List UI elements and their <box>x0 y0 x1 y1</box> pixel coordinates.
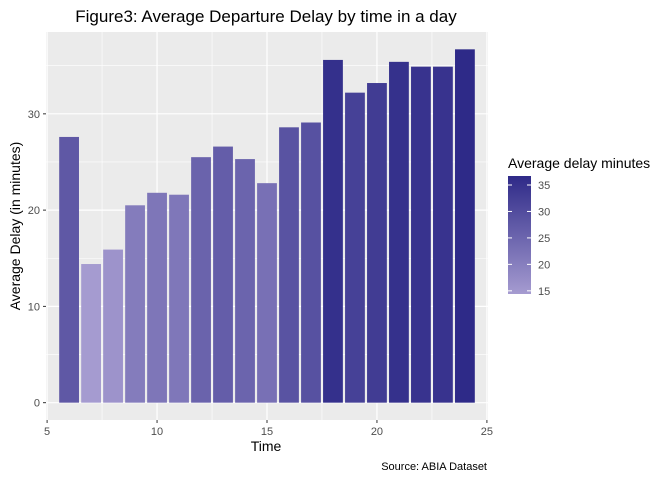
bar <box>345 92 365 403</box>
legend-tick-label: 20 <box>538 259 550 271</box>
bar <box>301 122 321 403</box>
bar <box>191 157 211 403</box>
x-tick-label: 20 <box>371 426 383 438</box>
x-tick-label: 15 <box>261 426 273 438</box>
bar <box>169 194 189 403</box>
legend-tick-label: 25 <box>538 233 550 245</box>
y-tick-label: 10 <box>28 301 40 313</box>
bar <box>213 146 233 403</box>
y-tick-label: 20 <box>28 205 40 217</box>
x-tick-label: 5 <box>44 426 50 438</box>
y-tick-label: 0 <box>34 398 40 410</box>
bar <box>279 127 299 403</box>
bar <box>235 159 255 403</box>
bars <box>59 49 475 403</box>
bar <box>125 205 145 403</box>
legend-tick-label: 35 <box>538 180 550 192</box>
bar <box>103 249 123 403</box>
bar <box>411 66 431 403</box>
bar <box>455 49 475 403</box>
axes: 0 10 20 30 5 10 15 20 25 <box>28 109 493 438</box>
legend-colorbar <box>508 176 531 294</box>
x-axis-label: Time <box>251 438 282 454</box>
bar <box>81 264 101 403</box>
legend-tick-label: 30 <box>538 206 550 218</box>
y-axis-label: Average Delay (in minutes) <box>7 142 23 311</box>
bar <box>433 66 453 403</box>
chart-title: Figure3: Average Departure Delay by time… <box>75 7 457 26</box>
bar <box>147 192 167 403</box>
y-tick-label: 30 <box>28 109 40 121</box>
bar <box>257 183 277 403</box>
x-tick-label: 10 <box>151 426 163 438</box>
legend: Average delay minutes 15 20 25 30 35 <box>508 155 650 298</box>
legend-tick-label: 15 <box>538 286 550 298</box>
bar <box>59 136 79 403</box>
bar <box>367 83 387 403</box>
legend-title: Average delay minutes <box>508 155 650 171</box>
source-caption: Source: ABIA Dataset <box>381 461 487 473</box>
bar <box>389 61 409 403</box>
x-tick-label: 25 <box>481 426 493 438</box>
bar <box>323 59 343 403</box>
